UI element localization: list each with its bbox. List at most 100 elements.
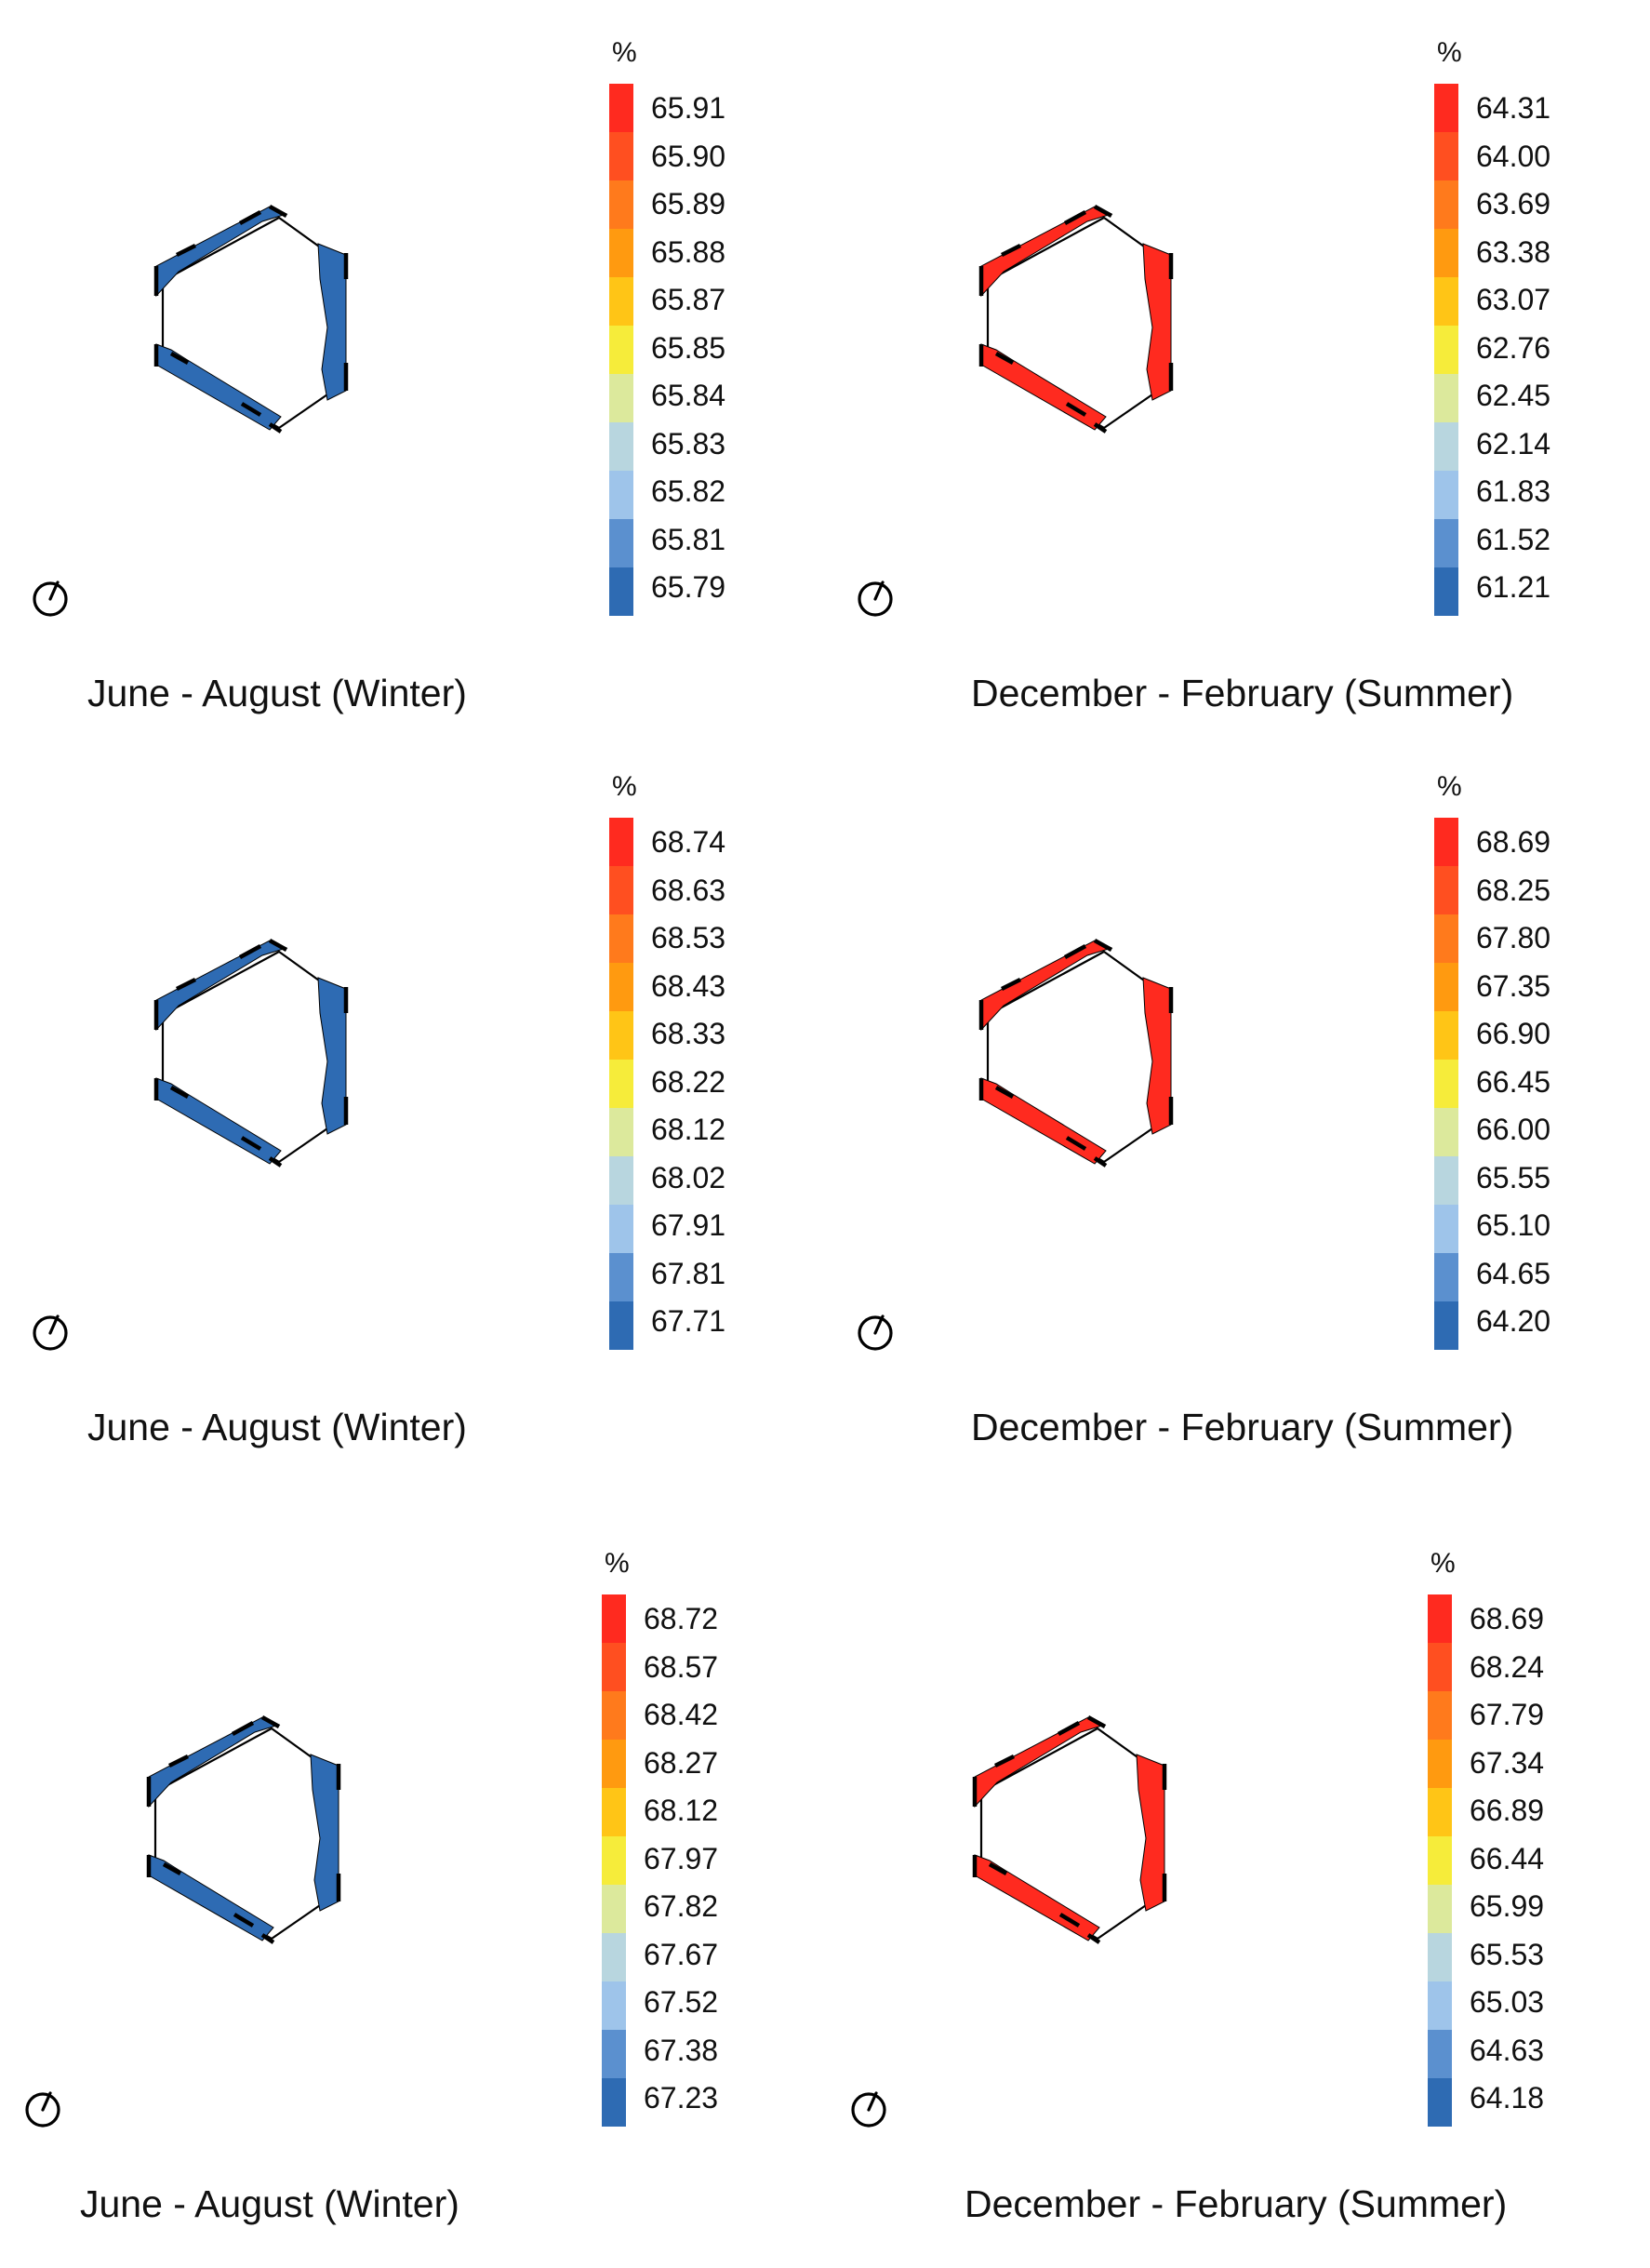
legend-swatch (609, 422, 633, 471)
wall-upper-left (155, 940, 288, 1032)
legend-swatch (609, 84, 633, 132)
legend-tick-label: 68.72 (644, 1602, 719, 1635)
legend-swatch (609, 519, 633, 567)
legend-tick-label: 65.53 (1470, 1938, 1545, 1971)
legend-swatch (602, 1933, 626, 1981)
legend-tick-label: 64.20 (1476, 1304, 1551, 1338)
north-arrow-icon (851, 2091, 886, 2128)
legend-swatch (1434, 1060, 1458, 1108)
legend-tick-label: 68.24 (1470, 1650, 1545, 1684)
legend-tick-label: 63.69 (1476, 187, 1551, 220)
north-arrow-icon (33, 580, 68, 617)
wall-dash-marker (240, 402, 262, 417)
legend-tick-label: 68.12 (651, 1113, 726, 1146)
legend-swatch (609, 229, 633, 277)
legend-swatch (602, 1836, 626, 1885)
legend-tick-label: 67.97 (644, 1842, 719, 1875)
legend-swatch (609, 818, 633, 866)
legend-color-bar (1428, 1594, 1452, 2127)
wall-dash-marker (175, 243, 197, 258)
legend-tick-label: 65.99 (1470, 1889, 1545, 1923)
wall-right (317, 977, 347, 1135)
legend-tick-label: 67.52 (644, 1985, 719, 2019)
legend-swatch (1434, 471, 1458, 519)
legend-tick-label: 65.91 (651, 91, 726, 125)
legend-tick-label: 67.71 (651, 1304, 726, 1338)
legend-tick-label: 67.81 (651, 1257, 726, 1290)
legend-tick-label: 65.55 (1476, 1161, 1551, 1194)
legend-swatch (1428, 1836, 1452, 1885)
legend-swatch (1434, 1011, 1458, 1060)
wall-dash-marker (1093, 1156, 1108, 1167)
legend-swatch (1428, 2078, 1452, 2127)
legend-tick-label: 65.85 (651, 331, 726, 365)
panel-summer: % 64.31 64.00 63.69 63.38 63.07 62.76 62.45 62.1… (825, 20, 1650, 757)
legend-swatch (609, 567, 633, 616)
legend-swatch (609, 1011, 633, 1060)
wall-dash-marker (167, 1754, 190, 1768)
legend-tick-label: 68.69 (1476, 825, 1551, 859)
wall-upper-left (155, 206, 288, 298)
wall-dash-marker (169, 1086, 190, 1099)
legend-tick-label: 61.52 (1476, 523, 1551, 556)
legend-swatch (602, 1643, 626, 1691)
north-arrow-icon (858, 1314, 893, 1351)
wall-dash-marker (988, 1862, 1008, 1875)
north-arrow-icon (33, 1314, 68, 1351)
legend-color-bar (1434, 84, 1458, 616)
legend-swatch (602, 1594, 626, 1643)
wall-dash-marker (175, 977, 197, 992)
color-legend: % 65.91 65.90 65.89 65.88 65.87 65.85 65.84 65.8… (595, 20, 781, 625)
panel-caption: June - August (Winter) (80, 2182, 459, 2225)
legend-tick-label: 67.80 (1476, 921, 1551, 954)
legend-tick-label: 66.45 (1476, 1065, 1551, 1099)
floor-plan (972, 1715, 1167, 1944)
wall-dash-marker (1058, 1913, 1081, 1928)
color-legend: % 68.69 68.24 67.79 67.34 66.89 66.44 65.99 65.5… (1414, 1531, 1600, 2136)
legend-tick-label: 65.90 (651, 140, 726, 173)
legend-swatch (609, 180, 633, 229)
legend-tick-label: 67.79 (1470, 1698, 1545, 1731)
legend-tick-label: 61.83 (1476, 474, 1551, 508)
legend-swatch (1434, 1108, 1458, 1156)
legend-tick-label: 62.45 (1476, 379, 1551, 412)
legend-swatch (602, 2030, 626, 2078)
floor-plan (146, 1715, 341, 1944)
color-legend: % 64.31 64.00 63.69 63.38 63.07 62.76 62.45 62.1… (1420, 20, 1606, 625)
panel-caption: June - August (Winter) (87, 1406, 467, 1448)
legend-tick-label: 68.69 (1470, 1602, 1545, 1635)
wall-upper-left (980, 206, 1113, 298)
panel-winter: % 65.91 65.90 65.89 65.88 65.87 65.85 65.84 65.8… (0, 20, 825, 757)
legend-tick-label: 68.63 (651, 874, 726, 907)
wall-dash-marker (994, 352, 1015, 365)
legend-swatch (609, 1060, 633, 1108)
legend-tick-label: 65.88 (651, 235, 726, 269)
wall-dash-marker (238, 944, 262, 959)
legend-swatch (1434, 818, 1458, 866)
legend-tick-label: 65.87 (651, 283, 726, 316)
wall-dash-marker (1093, 939, 1113, 952)
wall-upper-left (980, 940, 1113, 1032)
legend-swatch (1434, 132, 1458, 180)
legend-swatch (1428, 1933, 1452, 1981)
legend-swatch (1434, 374, 1458, 422)
legend-swatch (1434, 229, 1458, 277)
legend-swatch (609, 1205, 633, 1253)
legend-tick-label: 65.89 (651, 187, 726, 220)
legend-tick-label: 64.31 (1476, 91, 1551, 125)
legend-swatch (1434, 422, 1458, 471)
wall-right (317, 243, 347, 401)
wall-dash-marker (231, 1721, 255, 1736)
wall-dash-marker (1065, 402, 1087, 417)
legend-tick-label: 61.21 (1476, 570, 1551, 604)
legend-swatch (609, 277, 633, 326)
legend-tick-label: 66.90 (1476, 1017, 1551, 1050)
legend-tick-label: 68.22 (651, 1065, 726, 1099)
wall-upper-left (974, 1716, 1107, 1808)
floor-plan (153, 939, 349, 1167)
color-legend: % 68.74 68.63 68.53 68.43 68.33 68.22 68.12 68.0… (595, 754, 781, 1359)
wall-upper-left (148, 1716, 281, 1808)
legend-tick-label: 67.38 (644, 2034, 719, 2067)
legend-swatch (602, 1691, 626, 1740)
legend-swatch (1434, 1301, 1458, 1350)
